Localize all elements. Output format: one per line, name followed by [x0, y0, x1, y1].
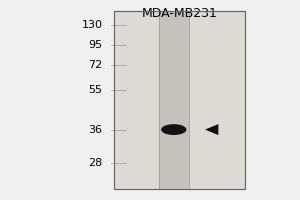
- Text: 28: 28: [88, 158, 102, 168]
- Text: 36: 36: [88, 125, 102, 135]
- Text: 95: 95: [88, 40, 102, 50]
- Text: 130: 130: [81, 20, 102, 30]
- Polygon shape: [205, 124, 218, 135]
- Bar: [159, 11, 189, 189]
- Bar: [114, 11, 245, 189]
- Bar: [114, 11, 245, 189]
- Ellipse shape: [161, 124, 186, 135]
- Text: 72: 72: [88, 60, 102, 70]
- Text: 55: 55: [88, 85, 102, 95]
- Text: MDA-MB231: MDA-MB231: [142, 7, 218, 20]
